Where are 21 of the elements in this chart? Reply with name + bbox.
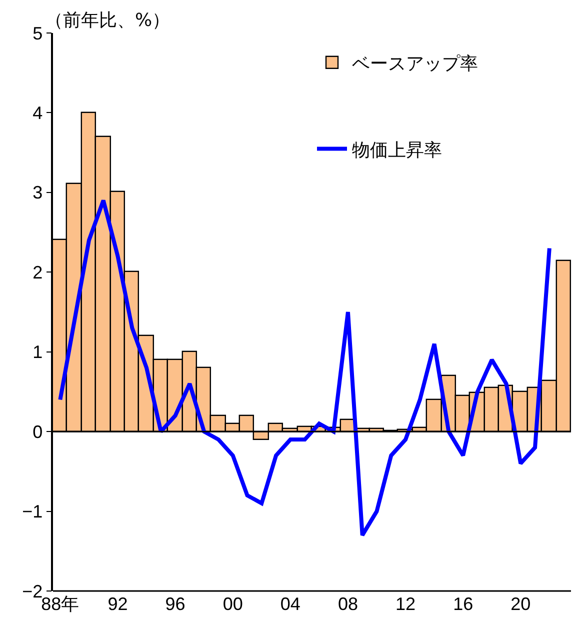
- x-tick-label: 04: [280, 594, 300, 614]
- y-tick-label: 2: [32, 262, 43, 282]
- x-tick-label: 92: [108, 594, 128, 614]
- legend-label: ベースアップ率: [352, 53, 478, 74]
- x-tick-label: 88年: [41, 594, 80, 614]
- y-tick-label: 1: [32, 342, 43, 362]
- x-tick-label: 20: [510, 594, 531, 614]
- x-tick-label: 08: [338, 594, 358, 614]
- legend-label: 物価上昇率: [352, 140, 442, 161]
- x-tick-label: 00: [222, 594, 243, 614]
- y-axis-title: （前年比、%）: [45, 10, 170, 31]
- y-tick-label: −1: [22, 502, 43, 522]
- y-tick-label: 3: [32, 182, 43, 203]
- y-tick-label: −2: [22, 581, 43, 602]
- x-tick-label: 96: [165, 594, 186, 614]
- y-tick-label: 5: [32, 23, 43, 44]
- line-series: [58, 198, 552, 538]
- x-tick-label: 12: [396, 594, 416, 614]
- y-tick-label: 0: [32, 422, 43, 442]
- x-tick-label: 16: [453, 594, 474, 614]
- y-tick-label: 4: [32, 103, 43, 124]
